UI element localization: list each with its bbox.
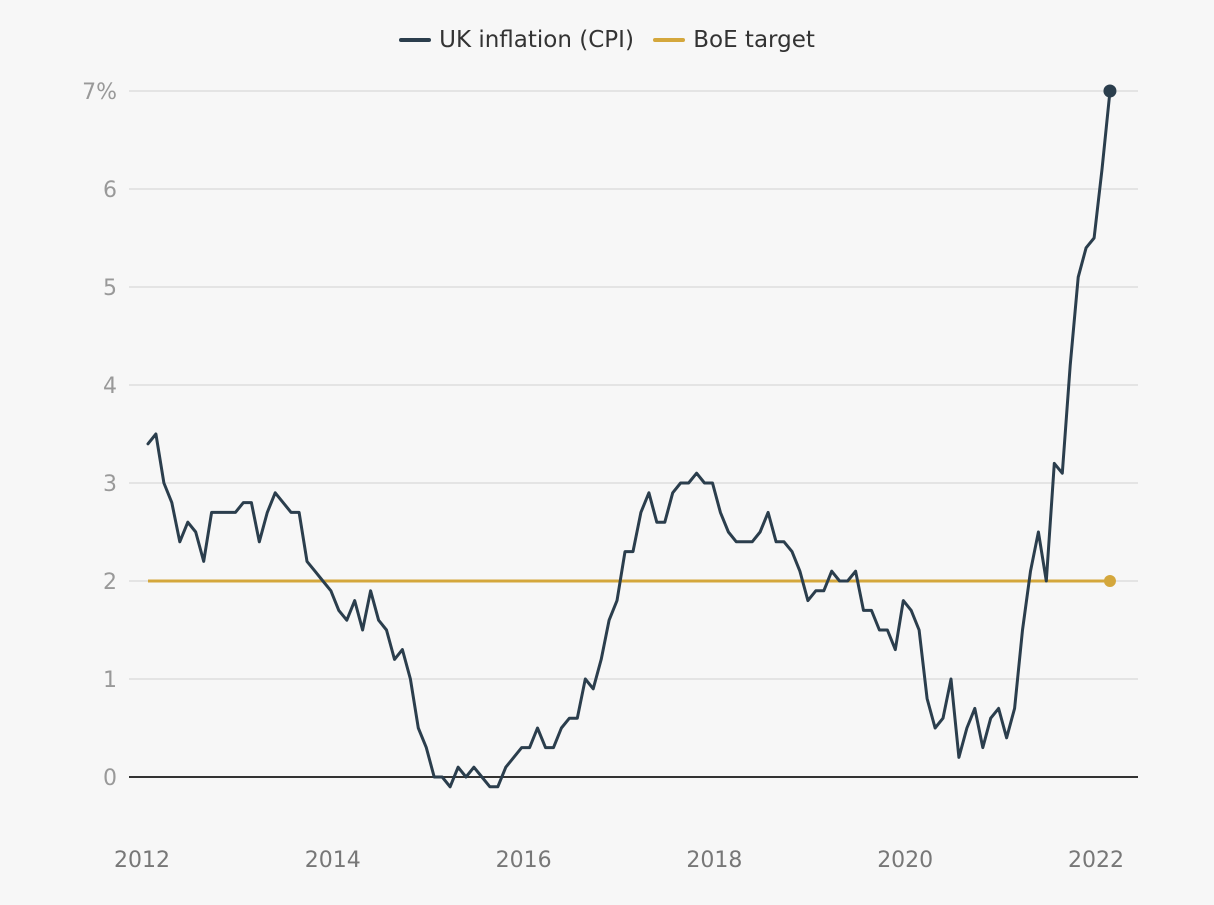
x-tick-label: 2022 <box>1068 848 1124 873</box>
y-tick-label: 5 <box>103 276 117 301</box>
y-axis-ticks: 0 1 2 3 4 5 6 7% <box>82 80 117 791</box>
gridlines <box>129 90 1138 778</box>
y-tick-label: 1 <box>103 668 117 693</box>
legend-label-boe-target: BoE target <box>693 27 815 53</box>
series-layer <box>146 84 1117 789</box>
y-tick-label: 3 <box>103 472 117 497</box>
legend-label-cpi: UK inflation (CPI) <box>439 27 634 53</box>
legend-item-boe-target[interactable]: BoE target <box>653 27 815 53</box>
legend-item-cpi[interactable]: UK inflation (CPI) <box>399 27 634 53</box>
x-tick-label: 2012 <box>114 848 170 873</box>
legend: UK inflation (CPI) BoE target <box>0 22 1214 53</box>
cpi-end-marker <box>1103 84 1117 98</box>
cpi-line <box>146 89 1112 789</box>
legend-swatch-cpi <box>399 38 432 42</box>
y-tick-label: 6 <box>103 178 117 203</box>
x-axis-ticks: 2012 2014 2016 2018 2020 2022 <box>114 848 1124 873</box>
y-tick-label: 0 <box>103 766 117 791</box>
boe-target-end-marker <box>1103 575 1116 587</box>
x-tick-label: 2020 <box>877 848 933 873</box>
y-tick-label: 7% <box>82 80 117 105</box>
x-tick-label: 2018 <box>686 848 742 873</box>
x-tick-label: 2016 <box>496 848 552 873</box>
y-tick-label: 4 <box>103 374 117 399</box>
x-tick-label: 2014 <box>305 848 361 873</box>
legend-swatch-boe-target <box>653 38 686 42</box>
y-tick-label: 2 <box>103 570 117 595</box>
